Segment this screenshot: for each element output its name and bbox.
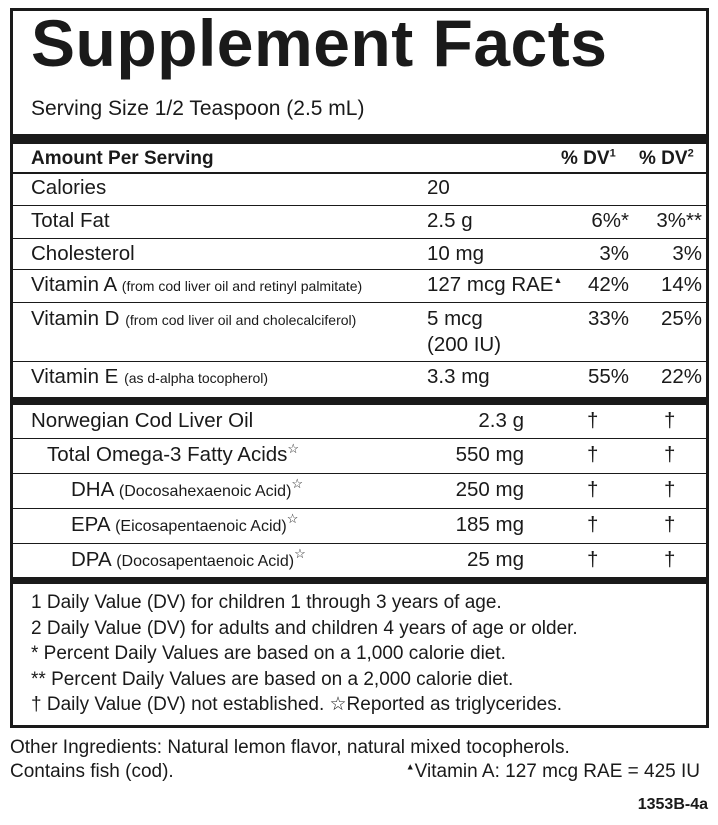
nutrient-name: Calories [31,176,107,199]
nutrient-dv2: 22% [660,365,702,388]
ingredient-dv2: † [664,513,676,536]
nutrient-name: Vitamin E (as d-alpha tocopherol) [31,365,269,388]
ingredient-amount: 550 mg [455,443,524,466]
nutrient-name: Cholesterol [31,242,135,265]
nutrient-dv1: 6%* [591,209,629,232]
header-divider [13,172,706,174]
product-code: 1353B-4a [637,796,708,813]
nutrient-amount: 10 mg [427,242,484,265]
ingredient-dv1: † [587,548,599,571]
nutrient-amount-alt: (200 IU) [427,333,502,356]
dv1-header: % DV1 [561,147,616,169]
serving-size: Serving Size 1/2 Teaspoon (2.5 mL) [31,97,365,120]
ingredient-amount: 185 mg [455,513,524,536]
row-divider [13,543,706,544]
row-divider [13,438,706,439]
nutrient-dv2: 25% [660,307,702,330]
ingredient-dv2: † [664,443,676,466]
nutrient-name: Total Fat [31,209,110,232]
footnote: ** Percent Daily Values are based on a 2… [31,668,514,690]
row-divider [13,508,706,509]
nutrient-dv1: 33% [587,307,629,330]
ingredient-name: Total Omega-3 Fatty Acids☆ [47,441,300,466]
nutrient-dv1: 3% [599,242,629,265]
ingredient-detail: (Docosapentaenoic Acid) [116,553,295,570]
ingredient-name: DPA (Docosapentaenoic Acid)☆ [71,546,306,571]
ingredient-dv1: † [587,478,599,501]
ingredient-amount: 250 mg [455,478,524,501]
nutrient-source: (from cod liver oil and retinyl palmitat… [121,278,363,294]
ingredient-dv2: † [664,478,676,501]
ingredient-dv2: † [664,548,676,571]
ingredient-name: Norwegian Cod Liver Oil [31,409,254,432]
amount-per-serving-header: Amount Per Serving [31,148,214,169]
ingredient-amount: 25 mg [467,548,524,571]
nutrient-amount: 5 mcg [427,307,483,330]
star-outline-icon: ☆ [286,511,299,527]
thick-divider-top [13,134,706,144]
triangle-icon: ▲ [553,275,563,286]
other-ingredients: Other Ingredients: Natural lemon flavor,… [10,737,570,758]
nutrient-dv2: 14% [660,273,702,296]
footnote: * Percent Daily Values are based on a 1,… [31,643,506,664]
row-divider [13,205,706,206]
ingredient-dv1: † [587,443,599,466]
star-outline-icon: ☆ [294,546,306,562]
ingredient-dv1: † [587,513,599,536]
row-divider [13,302,706,303]
nutrient-dv1: 42% [587,273,629,296]
star-outline-icon: ☆ [291,476,304,492]
dv2-header: % DV2 [639,147,694,169]
nutrient-dv2: 3% [672,242,702,265]
nutrient-name: Vitamin A (from cod liver oil and retiny… [31,273,363,296]
nutrient-amount: 2.5 g [427,209,473,232]
star-outline-icon: ☆ [287,441,300,457]
row-divider [13,238,706,239]
ingredient-name: EPA (Eicosapentaenoic Acid)☆ [71,511,299,536]
nutrient-name: Vitamin D (from cod liver oil and cholec… [31,307,357,330]
thick-divider-bottom [13,577,706,584]
ingredient-name: DHA (Docosahexaenoic Acid)☆ [71,476,304,501]
footnote: 1 Daily Value (DV) for children 1 throug… [31,592,502,613]
vitamin-a-note: ▲Vitamin A: 127 mcg RAE = 425 IU [405,761,700,782]
nutrient-amount: 127 mcg RAE▲ [427,273,563,296]
nutrient-source: (from cod liver oil and cholecalciferol) [125,312,357,328]
ingredient-amount: 2.3 g [478,409,524,432]
footnote: 2 Daily Value (DV) for adults and childr… [31,617,578,639]
nutrient-amount: 3.3 mg [427,365,490,388]
nutrient-source: (as d-alpha tocopherol) [124,370,269,386]
nutrient-dv2: 3%** [656,209,702,232]
contains-allergen: Contains fish (cod). [10,761,174,782]
row-divider [13,361,706,362]
ingredient-detail: (Docosahexaenoic Acid) [118,483,292,500]
nutrient-amount: 20 [427,176,450,199]
ingredient-detail: (Eicosapentaenoic Acid) [115,518,287,535]
triangle-icon: ▲ [405,761,415,772]
row-divider [13,473,706,474]
supplement-facts-panel: Supplement Facts Serving Size 1/2 Teaspo… [10,6,709,728]
ingredient-dv1: † [587,409,599,432]
footnote: † Daily Value (DV) not established. ☆Rep… [31,694,562,715]
row-divider [13,269,706,270]
nutrient-dv1: 55% [587,365,629,388]
ingredient-dv2: † [664,409,676,432]
thick-divider-middle [13,397,706,405]
panel-title: Supplement Facts [31,6,608,80]
